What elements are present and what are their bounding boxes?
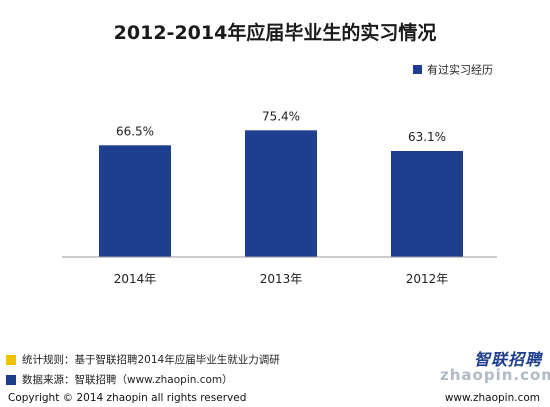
- bar-2: [391, 150, 463, 257]
- data-label-0: 66.5%: [116, 124, 154, 138]
- rule-marker: [6, 354, 16, 365]
- legend: 有过实习经历: [413, 63, 493, 77]
- chart-title: 2012-2014年应届毕业生的实习情况: [113, 22, 437, 44]
- footer-source-text: 数据来源：智联招聘（www.zhaopin.com）: [22, 374, 233, 386]
- footer-source: 数据来源：智联招聘（www.zhaopin.com）: [6, 372, 233, 387]
- footer-rule-text: 统计规则：基于智联招聘2014年应届毕业生就业力调研: [22, 354, 280, 366]
- footer-rule: 统计规则：基于智联招聘2014年应届毕业生就业力调研: [6, 352, 280, 367]
- copyright-text: Copyright © 2014 zhaopin all rights rese…: [8, 392, 247, 404]
- copyright-bar: Copyright © 2014 zhaopin all rights rese…: [0, 390, 550, 407]
- logo-brand: 智联招聘: [473, 350, 542, 369]
- legend-label: 有过实习经历: [427, 63, 493, 77]
- bar-0: [99, 145, 171, 257]
- legend-swatch: [413, 65, 422, 74]
- x-tick-label-1: 2013年: [260, 272, 303, 286]
- x-tick-label-0: 2014年: [114, 272, 157, 286]
- footer-notes: 统计规则：基于智联招聘2014年应届毕业生就业力调研 数据来源：智联招聘（www…: [0, 338, 550, 407]
- zhaopin-logo: 智联招聘 zhaopin.com: [440, 346, 550, 390]
- x-tick-label-2: 2012年: [406, 272, 449, 286]
- bar-1: [245, 130, 317, 257]
- source-marker: [6, 374, 16, 385]
- copyright-url: www.zhaopin.com: [444, 392, 540, 404]
- data-label-1: 75.4%: [262, 109, 300, 123]
- bar-chart: 有过实习经历 66.5% 2014年 75.4% 2013年 63.1% 2012年: [62, 63, 497, 286]
- logo-watermark: zhaopin.com: [440, 366, 550, 384]
- data-label-2: 63.1%: [408, 130, 446, 144]
